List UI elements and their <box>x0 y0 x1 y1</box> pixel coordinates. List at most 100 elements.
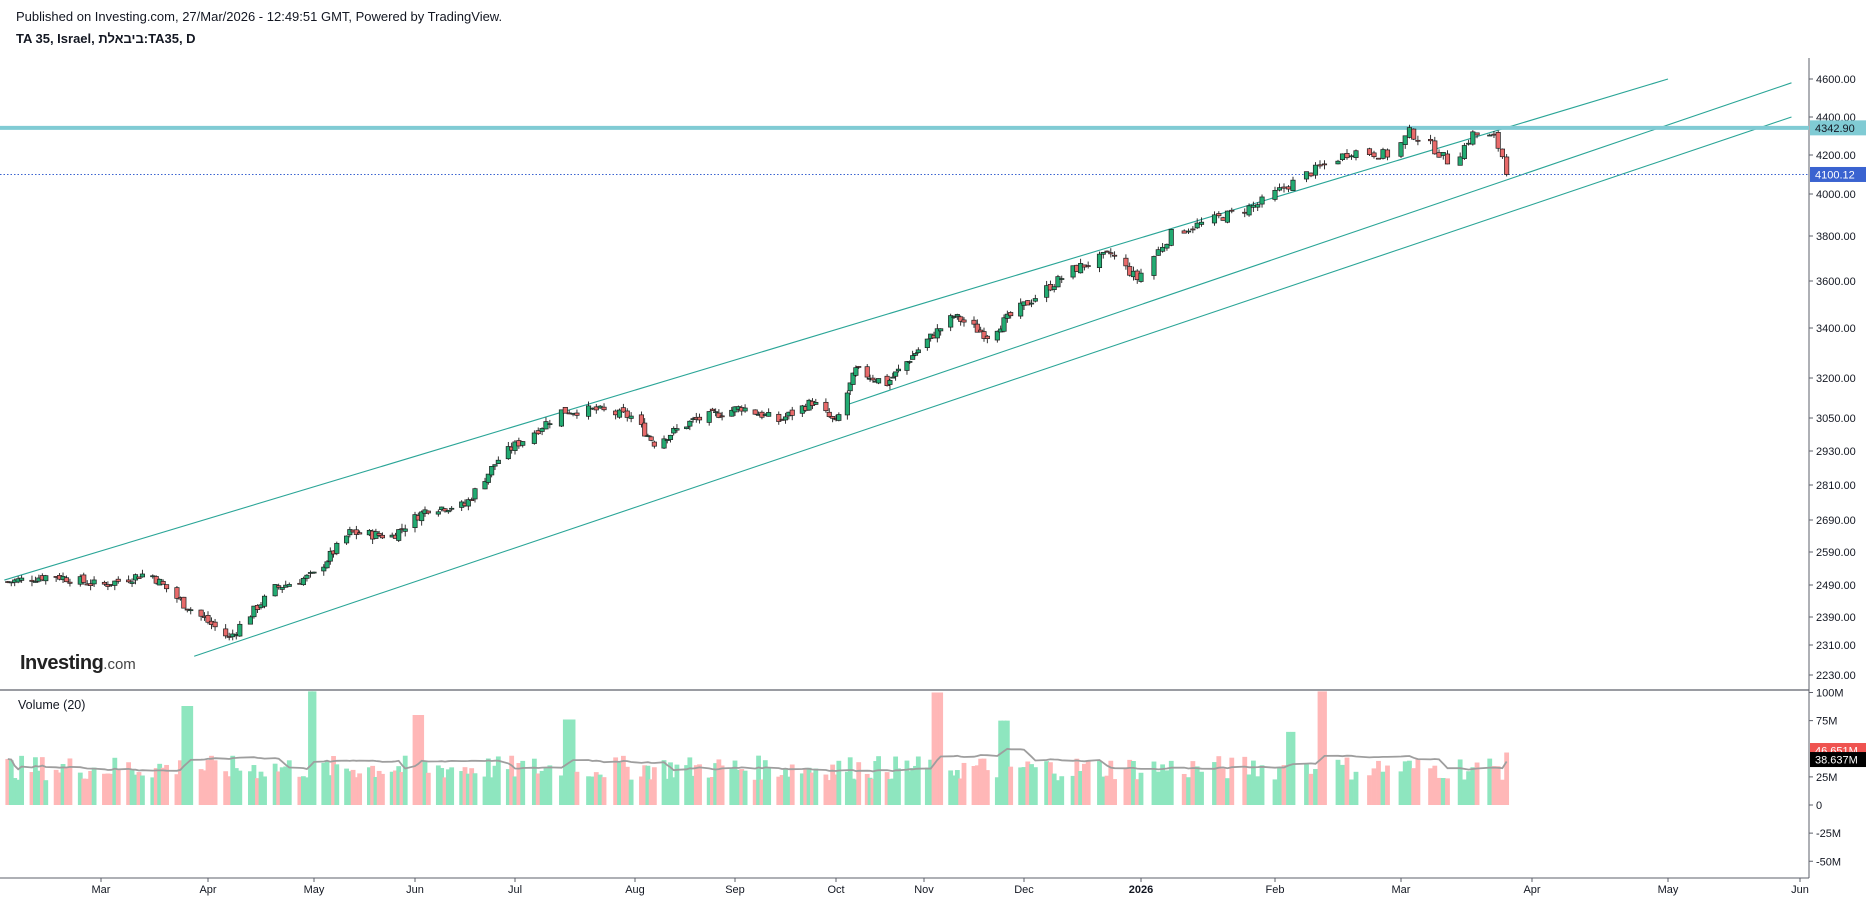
volume-bar <box>115 769 121 805</box>
volume-bar <box>559 775 564 805</box>
candle-body <box>1470 131 1476 145</box>
volume-bar <box>1085 760 1091 805</box>
candle-body <box>1384 149 1391 158</box>
last-price-label-bg <box>1810 166 1866 182</box>
volume-bar <box>505 769 511 805</box>
candle-body <box>1491 133 1497 136</box>
volume-bar <box>915 756 921 805</box>
candle-body <box>661 438 667 449</box>
volume-bar <box>742 770 748 805</box>
volume-bar <box>1272 779 1278 805</box>
volume-bar <box>283 766 289 805</box>
volume-bar <box>971 766 977 805</box>
candle-body <box>1344 152 1350 159</box>
volume-bar <box>1259 765 1265 805</box>
volume-bar <box>620 755 626 805</box>
volume-bar <box>136 772 142 805</box>
candle-body <box>531 432 537 444</box>
volume-bar <box>1212 762 1217 805</box>
candle-body <box>1138 272 1144 282</box>
volume-bar <box>1308 773 1314 805</box>
volume-bar <box>904 760 910 805</box>
volume-bar <box>1317 691 1323 805</box>
volume-bar <box>1371 768 1377 805</box>
candle-body <box>1457 156 1463 166</box>
volume-bar <box>212 760 218 805</box>
candle-body <box>1151 256 1157 276</box>
candle-body <box>961 319 967 323</box>
volume-bar <box>1059 776 1065 805</box>
candle-body <box>1127 266 1133 276</box>
candle-body <box>954 314 960 317</box>
volume-tick-label: 100M <box>1816 688 1844 700</box>
volume-bar <box>934 692 940 805</box>
volume-bar <box>850 778 856 805</box>
candle-body <box>915 349 921 354</box>
volume-bar <box>1029 764 1034 805</box>
volume-bar <box>690 775 696 805</box>
candle-body <box>1224 210 1231 223</box>
volume-bar <box>668 762 673 805</box>
volume-bar <box>373 777 379 805</box>
volume-bar <box>1495 766 1501 805</box>
candle-body <box>247 616 253 625</box>
volume-bar <box>469 768 475 805</box>
candle-body <box>29 579 35 582</box>
volume-bar <box>174 774 180 805</box>
candle-body <box>876 378 882 384</box>
time-tick-label: Dec <box>1014 884 1034 896</box>
candle-body <box>311 571 317 574</box>
volume-bar <box>613 757 619 805</box>
candle-body <box>539 428 545 432</box>
candle-body <box>1123 257 1129 267</box>
volume-bar <box>1001 720 1007 805</box>
candle-body <box>1250 204 1256 208</box>
volume-bar <box>1127 759 1133 805</box>
volume-bar <box>1242 756 1248 805</box>
candle-body <box>1406 127 1413 138</box>
price-tick-label: 2310.00 <box>1816 640 1856 652</box>
volume-bar <box>512 776 518 805</box>
candle-body <box>469 499 475 502</box>
volume-bar <box>399 772 405 805</box>
candle-body <box>729 409 735 417</box>
volume-bar <box>1313 768 1318 805</box>
candle-body <box>971 319 977 325</box>
volume-bar <box>331 756 336 805</box>
candle-body <box>924 338 930 349</box>
time-tick-label: Nov <box>914 884 934 896</box>
candle-body <box>713 411 719 413</box>
candle-body <box>1285 186 1292 190</box>
candle-body <box>1055 276 1061 288</box>
candle-body <box>1085 265 1091 267</box>
published-note: Published on Investing.com, 27/Mar/2026 … <box>16 9 503 24</box>
candle-body <box>1242 211 1248 214</box>
volume-bar <box>697 764 702 805</box>
volume-bar <box>509 755 515 805</box>
volume-bar <box>1104 775 1110 805</box>
channel-line <box>4 78 1669 581</box>
volume-bar <box>1402 761 1408 805</box>
candle-body <box>1504 156 1510 175</box>
candle-body <box>853 367 859 376</box>
volume-bar <box>876 756 881 805</box>
candle-body <box>344 535 350 544</box>
volume-bar <box>202 770 207 805</box>
volume-bar <box>684 765 690 805</box>
candle-body <box>321 566 327 572</box>
candle-body <box>558 409 565 427</box>
candle-body <box>251 605 257 618</box>
candle-body <box>188 609 194 612</box>
volume-bar <box>706 777 712 805</box>
candle-body <box>912 353 919 356</box>
volume-bar <box>1138 772 1144 805</box>
volume-bar <box>1250 760 1256 805</box>
volume-bar <box>833 774 839 805</box>
volume-bar <box>786 776 792 805</box>
volume-bar <box>1100 776 1106 805</box>
candle-body <box>1353 150 1359 158</box>
volume-bar <box>353 777 359 805</box>
volume-bar <box>1004 720 1010 805</box>
